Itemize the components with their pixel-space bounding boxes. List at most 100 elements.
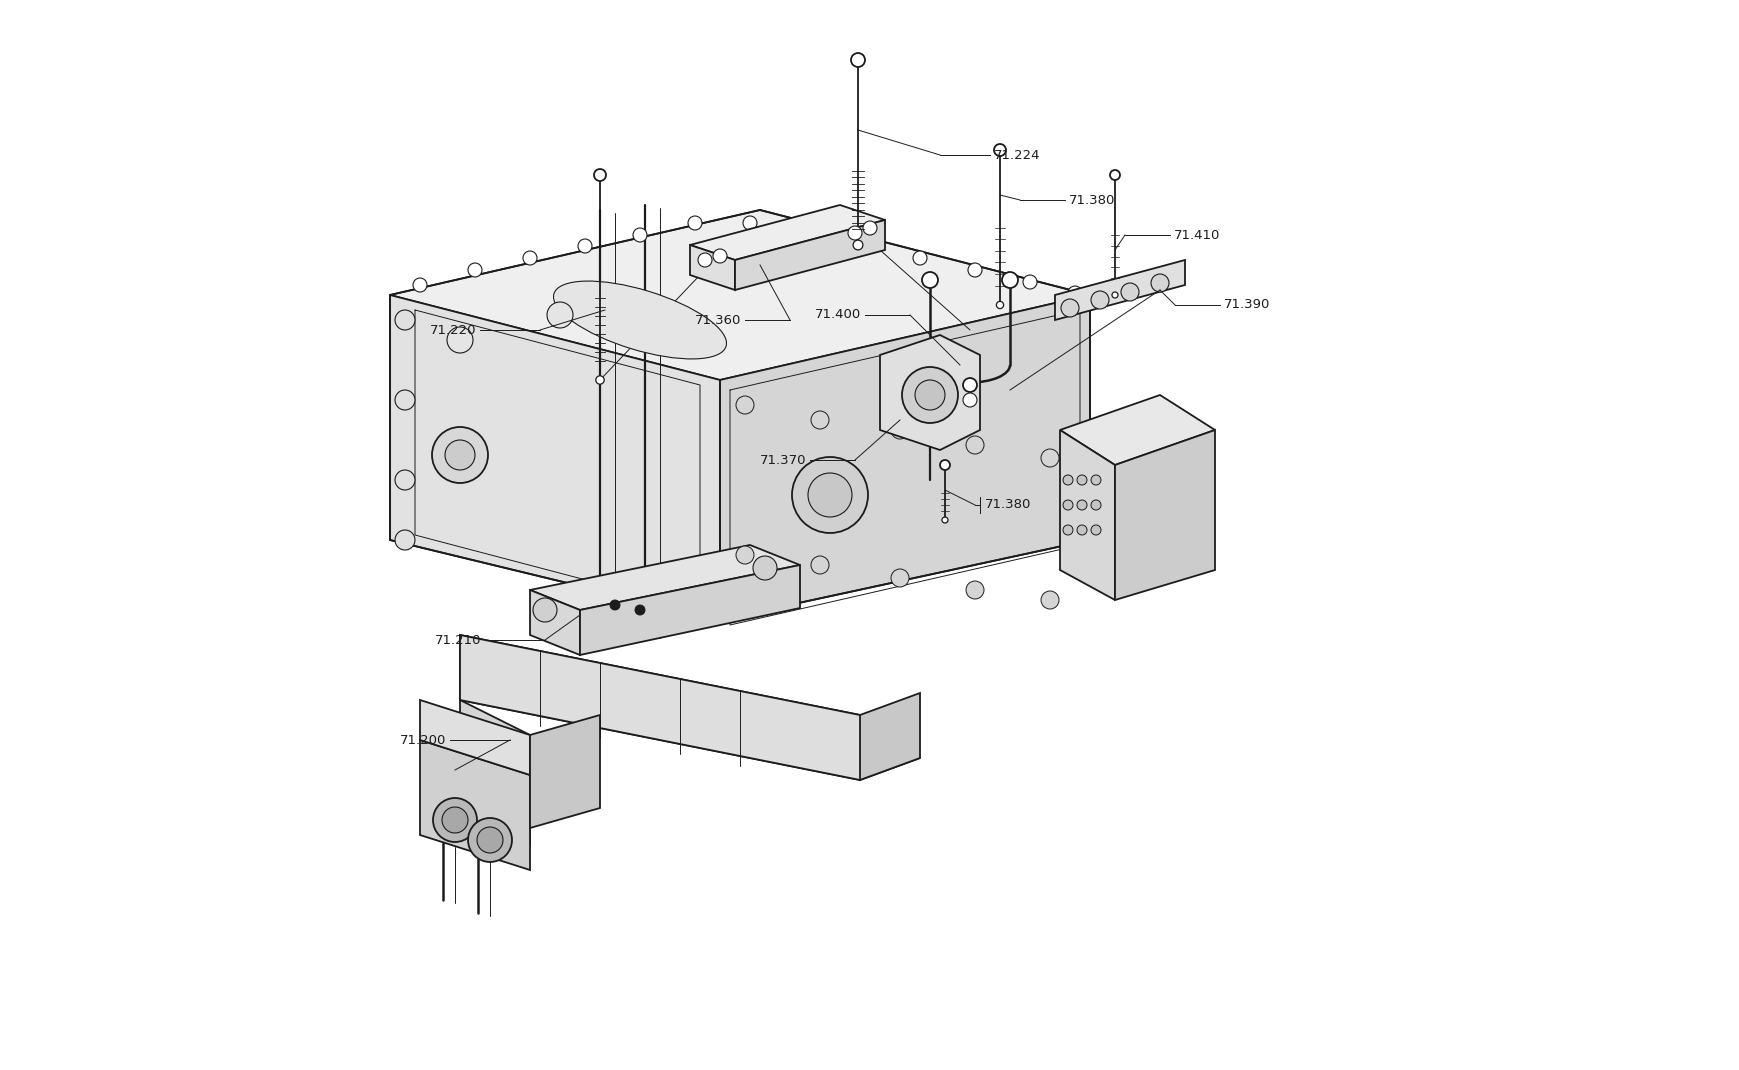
Circle shape <box>1040 449 1059 467</box>
Circle shape <box>736 396 753 414</box>
Circle shape <box>736 546 753 564</box>
Circle shape <box>1040 591 1059 609</box>
Circle shape <box>433 798 476 842</box>
Circle shape <box>395 310 416 330</box>
Circle shape <box>847 226 861 240</box>
Circle shape <box>523 251 537 265</box>
Text: 71.400: 71.400 <box>814 308 861 321</box>
Circle shape <box>967 263 981 277</box>
Circle shape <box>913 251 927 265</box>
Circle shape <box>743 216 756 230</box>
Circle shape <box>1061 299 1078 317</box>
Text: 71.370: 71.370 <box>758 454 805 467</box>
Circle shape <box>1090 475 1101 485</box>
Text: 71.410: 71.410 <box>1174 229 1219 242</box>
Circle shape <box>468 817 511 862</box>
Text: 71.360: 71.360 <box>694 314 741 326</box>
Polygon shape <box>859 693 920 780</box>
Circle shape <box>791 457 868 533</box>
Circle shape <box>1023 275 1036 289</box>
Polygon shape <box>1059 395 1214 465</box>
Polygon shape <box>1059 430 1115 600</box>
Circle shape <box>852 240 863 250</box>
Circle shape <box>965 435 984 454</box>
Circle shape <box>697 253 711 268</box>
Circle shape <box>1090 291 1108 309</box>
Circle shape <box>890 569 908 587</box>
Circle shape <box>1149 274 1169 292</box>
Circle shape <box>1068 286 1082 300</box>
Circle shape <box>941 517 948 523</box>
Polygon shape <box>459 635 920 780</box>
Polygon shape <box>419 700 530 775</box>
Circle shape <box>1090 500 1101 510</box>
Ellipse shape <box>553 281 727 358</box>
Circle shape <box>1090 525 1101 535</box>
Polygon shape <box>880 335 979 450</box>
Circle shape <box>965 581 984 599</box>
Circle shape <box>863 221 876 235</box>
Circle shape <box>395 389 416 410</box>
Circle shape <box>595 376 603 384</box>
Circle shape <box>635 605 645 615</box>
Circle shape <box>445 440 475 470</box>
Circle shape <box>798 223 812 236</box>
Polygon shape <box>390 295 720 620</box>
Polygon shape <box>1115 430 1214 600</box>
Circle shape <box>395 530 416 550</box>
Circle shape <box>713 249 727 263</box>
Circle shape <box>476 827 503 853</box>
Circle shape <box>922 272 937 288</box>
Polygon shape <box>530 545 800 610</box>
Circle shape <box>395 470 416 490</box>
Circle shape <box>1109 170 1120 180</box>
Polygon shape <box>734 220 885 290</box>
Circle shape <box>1120 282 1139 301</box>
Circle shape <box>1076 525 1087 535</box>
Polygon shape <box>690 245 734 290</box>
Circle shape <box>850 54 864 67</box>
Circle shape <box>1002 272 1017 288</box>
Polygon shape <box>530 590 579 655</box>
Circle shape <box>447 327 473 353</box>
Text: 71.224: 71.224 <box>993 149 1040 162</box>
Text: 71.220: 71.220 <box>430 323 476 336</box>
Circle shape <box>412 278 426 292</box>
Circle shape <box>687 216 701 230</box>
Circle shape <box>852 235 866 249</box>
Circle shape <box>1063 500 1073 510</box>
Text: 71.390: 71.390 <box>1223 299 1269 311</box>
Circle shape <box>1063 475 1073 485</box>
Circle shape <box>993 144 1005 156</box>
Polygon shape <box>720 295 1089 620</box>
Circle shape <box>810 556 828 574</box>
Circle shape <box>593 169 605 181</box>
Polygon shape <box>579 565 800 655</box>
Circle shape <box>753 556 777 580</box>
Polygon shape <box>390 210 1089 380</box>
Circle shape <box>915 380 944 410</box>
Circle shape <box>890 421 908 439</box>
Circle shape <box>546 302 572 328</box>
Circle shape <box>939 460 949 470</box>
Circle shape <box>807 473 852 517</box>
Circle shape <box>633 228 647 242</box>
Circle shape <box>810 411 828 429</box>
Circle shape <box>442 807 468 834</box>
Circle shape <box>1076 475 1087 485</box>
Polygon shape <box>1054 260 1184 320</box>
Text: 71.210: 71.210 <box>435 633 480 646</box>
Polygon shape <box>530 715 600 828</box>
Circle shape <box>962 393 976 407</box>
Circle shape <box>431 427 487 483</box>
Circle shape <box>962 378 976 392</box>
Circle shape <box>577 239 591 253</box>
Circle shape <box>1063 525 1073 535</box>
Text: 71.380: 71.380 <box>1068 194 1115 207</box>
Polygon shape <box>459 700 530 845</box>
Circle shape <box>1076 500 1087 510</box>
Polygon shape <box>459 635 859 780</box>
Text: 71.380: 71.380 <box>984 499 1031 511</box>
Circle shape <box>610 600 619 610</box>
Circle shape <box>1111 292 1118 299</box>
